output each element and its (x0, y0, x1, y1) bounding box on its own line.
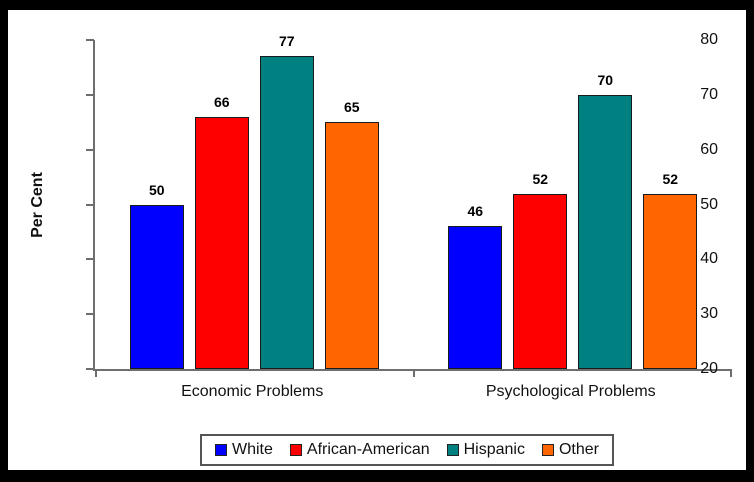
y-axis-title: Per Cent (29, 172, 46, 238)
x-axis-tick (730, 371, 732, 377)
y-axis-tick (86, 258, 94, 261)
y-tick-label: 60 (700, 140, 718, 158)
bar (578, 94, 633, 369)
legend-item: African-American (289, 441, 430, 459)
bar (448, 226, 503, 369)
y-tick-label: 50 (700, 195, 718, 213)
bar-value-label: 66 (213, 93, 230, 110)
x-axis-tick (95, 371, 97, 377)
y-axis-tick (86, 93, 94, 96)
bar-value-label: 50 (148, 181, 165, 198)
legend-swatch (541, 444, 554, 456)
legend: White African-American Hispanic Other (200, 434, 614, 466)
bar (513, 193, 568, 369)
legend-swatch (289, 444, 302, 456)
legend-swatch (446, 444, 459, 456)
x-axis-tick (412, 371, 415, 377)
y-axis-tick (86, 148, 94, 151)
bar (194, 116, 249, 369)
legend-item: Hispanic (446, 441, 525, 459)
y-tick-label: 20 (700, 360, 718, 377)
bar-value-label: 52 (662, 170, 679, 187)
bar (259, 56, 314, 369)
y-tick-label: 30 (700, 305, 718, 323)
chart-frame: Per Cent 20 30 40 50 60 70 80 50 66 77 65 46 52 70 52 … (8, 10, 746, 470)
y-tick-label: 40 (700, 250, 718, 268)
y-axis-tick (86, 203, 94, 206)
plot-area: 20 30 40 50 60 70 80 50 66 77 65 46 52 70 52 (86, 31, 732, 377)
bar-value-label: 70 (597, 71, 614, 88)
legend-item: Other (541, 441, 599, 459)
y-axis-tick (86, 368, 94, 370)
legend-label: African-American (306, 441, 430, 458)
legend-item: White (215, 441, 273, 459)
bar (324, 122, 379, 369)
bar-value-label: 46 (467, 203, 484, 220)
y-tick-label: 80 (700, 31, 718, 48)
bar-value-label: 52 (532, 170, 549, 187)
legend-label: Other (558, 441, 599, 458)
bar-value-label: 77 (278, 33, 295, 50)
x-category-label: Economic Problems (181, 383, 324, 400)
legend-label: White (232, 441, 273, 458)
bar-value-label: 65 (343, 99, 360, 116)
y-axis-tick (86, 39, 94, 41)
x-category-label: Psychological Problems (485, 383, 656, 400)
legend-label: Hispanic (463, 441, 525, 458)
legend-swatch (215, 444, 227, 456)
bar (129, 204, 184, 369)
bar (643, 193, 698, 369)
y-tick-label: 70 (700, 85, 718, 103)
y-axis-tick (86, 313, 94, 316)
